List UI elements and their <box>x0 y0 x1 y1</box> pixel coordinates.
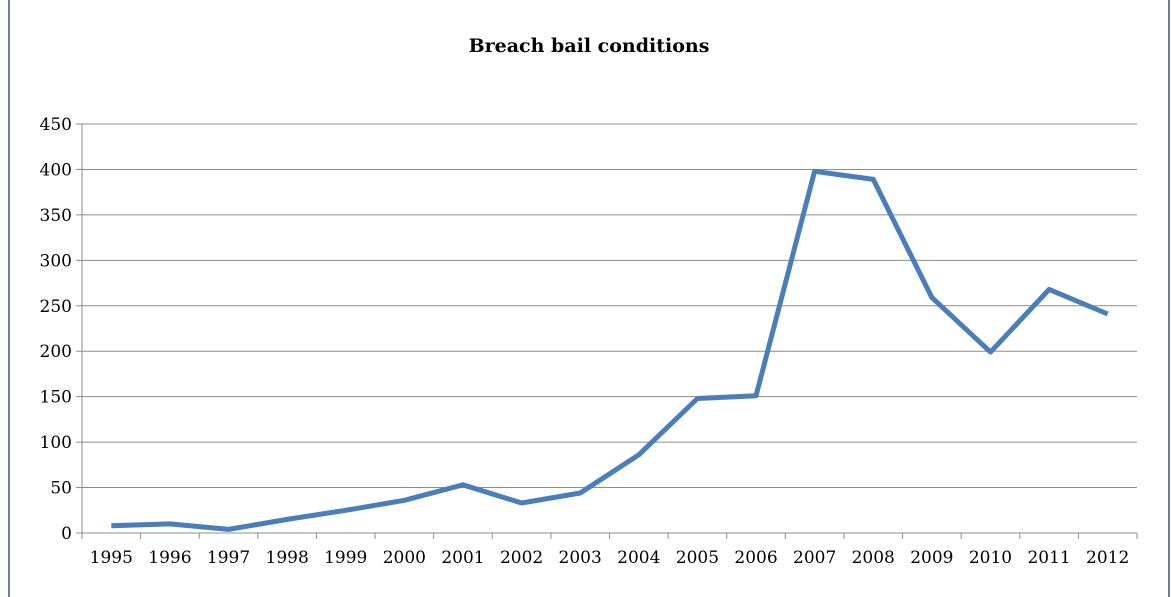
x-tick-label: 1998 <box>266 548 309 568</box>
chart-title: Breach bail conditions <box>469 35 710 57</box>
x-tick-label: 2001 <box>441 548 484 568</box>
gridlines <box>82 123 1137 489</box>
y-tick-label: 200 <box>40 342 72 362</box>
x-tick-label: 2004 <box>617 548 660 568</box>
x-tick-label: 1999 <box>324 548 367 568</box>
y-tick-label: 350 <box>40 206 72 226</box>
x-tick-label: 2003 <box>559 548 602 568</box>
y-tick-label: 50 <box>50 479 72 499</box>
y-tick-label: 250 <box>40 297 72 317</box>
x-tick-label: 2002 <box>500 548 543 568</box>
x-tick-label: 2010 <box>969 548 1012 568</box>
x-tick-label: 2011 <box>1027 548 1070 568</box>
y-tick-label: 450 <box>40 115 72 135</box>
axes <box>76 123 1138 539</box>
x-tick-label: 2008 <box>852 548 895 568</box>
x-tick-label: 2009 <box>910 548 953 568</box>
x-tick-label: 2012 <box>1086 548 1129 568</box>
x-axis-tick-labels: 1995 1996 1997 1998 1999 2000 2001 2002 2003 2004… <box>90 548 1130 568</box>
x-tick-label: 2000 <box>383 548 426 568</box>
y-tick-label: 150 <box>40 388 72 408</box>
y-tick-label: 0 <box>61 524 72 544</box>
x-tick-label: 2006 <box>734 548 777 568</box>
series-layer <box>111 168 1109 532</box>
y-axis-tick-labels: 0 50 100 150 200 250 300 350 400 450 <box>40 115 72 544</box>
x-tick-label: 1996 <box>148 548 191 568</box>
x-tick-label: 2007 <box>793 548 836 568</box>
y-tick-label: 400 <box>40 160 72 180</box>
x-tick-label: 2005 <box>676 548 719 568</box>
x-tick-label: 1995 <box>90 548 133 568</box>
series-line-0 <box>111 168 1109 532</box>
y-tick-label: 300 <box>40 251 72 271</box>
y-tick-label: 100 <box>40 433 72 453</box>
x-tick-label: 1997 <box>207 548 250 568</box>
